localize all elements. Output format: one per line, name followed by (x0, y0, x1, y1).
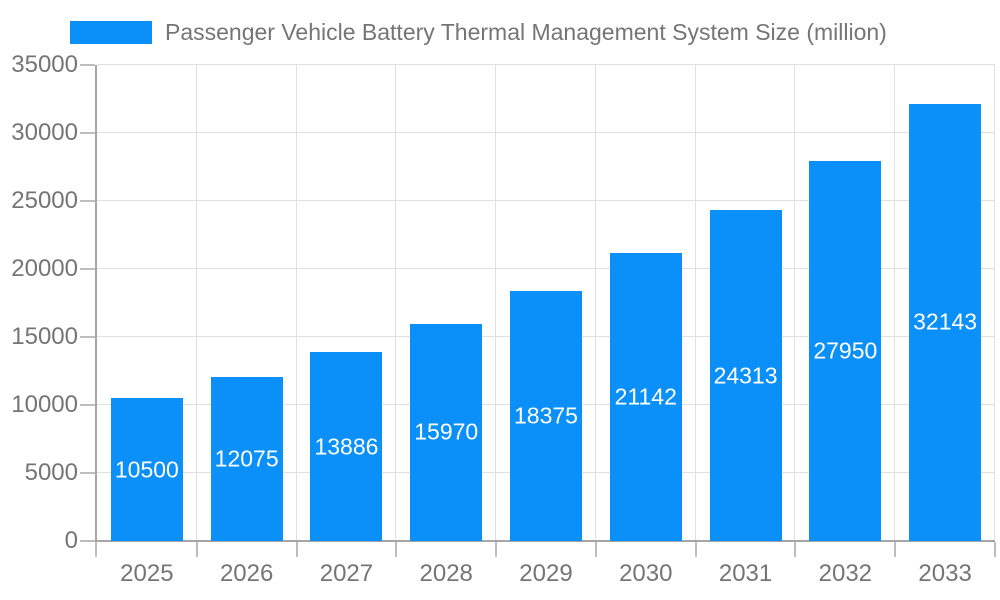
v-gridline (495, 65, 497, 541)
x-tick-label: 2029 (519, 560, 573, 587)
bar-value-label: 12075 (214, 445, 279, 472)
bar-value-label: 21142 (614, 383, 677, 410)
v-gridline (694, 65, 696, 541)
bar (210, 376, 283, 541)
x-tick-label: 2031 (718, 560, 773, 587)
y-tick-label: 0 (64, 527, 78, 554)
y-tick-label: 5000 (24, 459, 78, 486)
x-axis-line (95, 540, 995, 542)
bar-value-label: 18375 (514, 402, 578, 429)
y-tick-label: 10000 (11, 391, 78, 418)
bar (809, 160, 882, 541)
y-tick-label: 20000 (11, 255, 78, 282)
bar (310, 352, 383, 541)
bar (709, 210, 782, 541)
bar (110, 398, 183, 541)
y-tick-mark (80, 404, 95, 406)
y-tick-label: 35000 (11, 51, 78, 78)
v-gridline (794, 65, 796, 541)
legend-swatch (70, 20, 152, 44)
bar-value-label: 10500 (114, 456, 179, 483)
y-tick-mark (80, 540, 95, 542)
x-tick-mark (395, 542, 398, 557)
x-tick-mark (794, 542, 797, 557)
x-tick-mark (495, 542, 498, 557)
plot-area: 10500 12075 13886 15970 18375 21142 24313 27950… (11, 51, 996, 587)
h-gridline (97, 200, 995, 201)
y-tick-mark (80, 64, 95, 66)
bar-value-label: 15970 (414, 418, 479, 445)
legend-label: Passenger Vehicle Battery Thermal Manage… (165, 19, 887, 45)
bar (909, 103, 982, 541)
y-axis-line (95, 65, 97, 541)
x-tick-label: 2033 (918, 560, 972, 587)
bar-value-label: 13886 (314, 433, 379, 460)
x-tick-label: 2030 (619, 560, 673, 587)
x-tick-mark (994, 542, 996, 557)
v-gridline (994, 65, 995, 541)
h-gridline (97, 268, 995, 269)
bar-value-label: 27950 (813, 337, 878, 364)
v-gridline (195, 65, 197, 541)
x-tick-mark (95, 542, 97, 557)
y-tick-mark (80, 336, 95, 338)
v-gridline (594, 65, 596, 541)
y-tick-mark (80, 472, 95, 474)
y-tick-mark (80, 268, 95, 270)
y-tick-mark (80, 200, 95, 202)
x-tick-mark (594, 542, 597, 557)
bar (410, 323, 483, 541)
x-tick-label: 2028 (419, 560, 473, 587)
y-tick-mark (80, 132, 95, 134)
bar-value-label: 32143 (913, 308, 978, 335)
x-tick-label: 2032 (818, 560, 873, 587)
h-gridline (97, 132, 995, 133)
x-tick-label: 2027 (319, 560, 374, 587)
h-gridline (97, 64, 995, 65)
y-tick-label: 30000 (11, 119, 78, 146)
x-tick-mark (295, 542, 298, 557)
x-tick-label: 2025 (120, 560, 174, 587)
v-gridline (395, 65, 397, 541)
legend: Passenger Vehicle Battery Thermal Manage… (70, 20, 887, 44)
x-tick-mark (195, 542, 198, 557)
bar (609, 253, 682, 541)
bar-value-label: 24313 (713, 362, 778, 389)
v-gridline (894, 65, 896, 541)
x-tick-mark (894, 542, 897, 557)
y-tick-label: 25000 (11, 187, 78, 214)
v-gridline (295, 65, 297, 541)
x-tick-mark (694, 542, 697, 557)
x-tick-label: 2026 (219, 560, 274, 587)
y-tick-label: 15000 (11, 323, 78, 350)
bar (510, 291, 582, 541)
